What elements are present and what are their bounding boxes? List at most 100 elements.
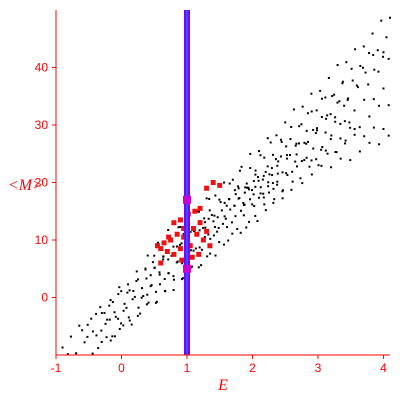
data-point <box>262 174 265 177</box>
data-point <box>247 186 250 189</box>
data-point <box>380 19 383 22</box>
data-point <box>301 105 304 108</box>
highlight-point <box>204 228 210 234</box>
vertical-line-marker <box>182 264 191 273</box>
data-point <box>230 221 233 224</box>
data-point <box>223 201 226 204</box>
data-point <box>259 154 262 157</box>
data-point <box>209 252 212 255</box>
data-point <box>312 128 315 131</box>
data-point <box>213 226 216 229</box>
data-point <box>363 135 366 138</box>
data-point <box>167 272 170 275</box>
data-point <box>292 108 295 111</box>
x-tick-label: 0 <box>118 361 125 375</box>
data-point <box>263 156 266 159</box>
data-point <box>182 232 185 235</box>
data-point <box>254 185 257 188</box>
data-point <box>132 289 135 292</box>
data-point <box>233 189 236 192</box>
data-point <box>276 164 279 167</box>
highlight-point <box>171 251 177 257</box>
data-point <box>341 82 344 85</box>
data-point <box>181 262 184 265</box>
data-point <box>122 324 125 327</box>
data-point <box>335 151 338 154</box>
data-point <box>281 190 284 193</box>
data-point <box>353 109 356 112</box>
data-point <box>372 98 375 101</box>
data-point <box>317 164 320 167</box>
data-point <box>361 66 364 69</box>
data-point <box>202 226 205 229</box>
data-point <box>204 221 207 224</box>
data-point <box>261 178 264 181</box>
data-point <box>326 152 329 155</box>
data-point <box>387 134 390 137</box>
highlight-point <box>189 254 195 260</box>
data-point <box>367 83 370 86</box>
data-point <box>301 182 304 185</box>
data-point <box>125 306 128 309</box>
data-point <box>86 335 89 338</box>
axes-layer <box>55 10 390 356</box>
data-point <box>135 280 138 283</box>
data-point <box>212 220 215 223</box>
data-point <box>294 160 297 163</box>
data-point <box>254 173 257 176</box>
data-point <box>100 312 103 315</box>
data-point <box>372 126 375 129</box>
data-point <box>300 160 303 163</box>
highlight-point <box>210 180 216 185</box>
data-point <box>109 339 112 342</box>
data-point <box>315 158 318 161</box>
data-point <box>272 201 275 204</box>
data-point <box>239 231 242 234</box>
data-point <box>99 306 102 309</box>
data-point <box>272 187 275 190</box>
data-point <box>220 209 223 212</box>
data-point <box>382 51 385 54</box>
data-point <box>158 271 161 274</box>
data-point <box>353 128 356 131</box>
data-point <box>282 189 285 192</box>
data-point <box>243 203 246 206</box>
data-point <box>228 182 231 185</box>
data-point <box>95 312 98 315</box>
data-point <box>108 304 111 307</box>
highlight-point <box>171 220 177 226</box>
data-point <box>314 132 317 135</box>
data-point <box>368 115 371 118</box>
data-point <box>130 323 133 326</box>
data-point <box>281 171 284 174</box>
highlight-point <box>207 243 213 249</box>
data-point <box>216 216 219 219</box>
data-point <box>214 194 217 197</box>
data-point <box>198 246 201 249</box>
data-point <box>178 243 181 246</box>
data-point <box>277 160 280 163</box>
data-point <box>208 198 211 200</box>
data-point <box>145 303 148 306</box>
data-point <box>387 104 390 107</box>
data-point <box>231 178 234 181</box>
data-point <box>358 150 361 153</box>
data-point <box>145 277 148 280</box>
data-point <box>249 152 252 155</box>
highlight-point <box>204 185 210 191</box>
data-point <box>245 186 248 189</box>
data-point <box>167 228 170 231</box>
data-point <box>285 157 288 160</box>
data-point <box>172 275 175 278</box>
data-point <box>364 71 367 74</box>
data-point <box>197 210 200 213</box>
data-point <box>226 226 229 229</box>
highlight-point <box>192 208 198 214</box>
data-point <box>382 128 385 131</box>
data-point <box>122 309 125 312</box>
data-point <box>256 176 259 179</box>
data-point <box>334 116 337 119</box>
data-point <box>378 143 381 146</box>
data-point <box>378 104 381 107</box>
data-point <box>262 192 265 195</box>
